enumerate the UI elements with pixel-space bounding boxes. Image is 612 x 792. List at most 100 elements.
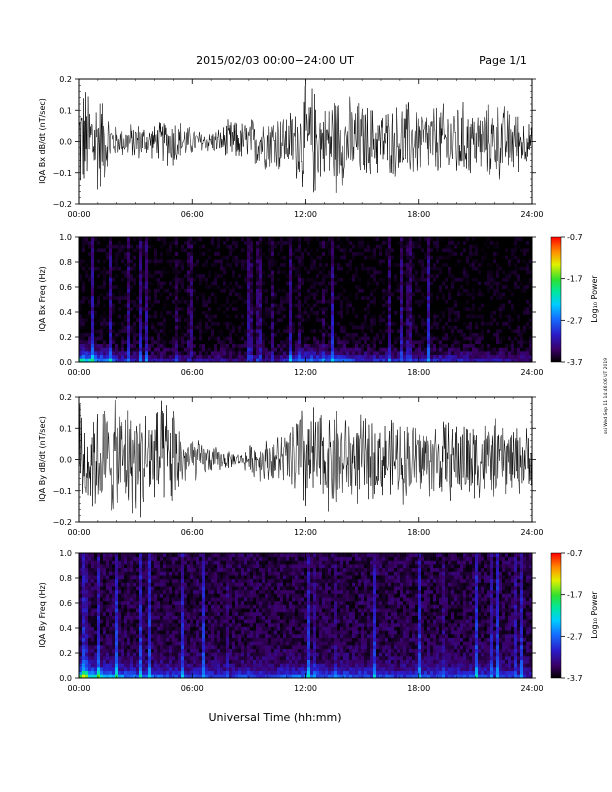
heatmap-cell	[373, 347, 377, 352]
heatmap-cell	[295, 266, 299, 271]
heatmap-cell	[484, 358, 488, 363]
heatmap-cell	[271, 292, 275, 297]
heatmap-cell	[490, 332, 494, 337]
heatmap-cell	[130, 237, 134, 242]
heatmap-cell	[229, 288, 233, 293]
heatmap-cell	[256, 350, 260, 356]
heatmap-cell	[430, 332, 434, 337]
heatmap-cell	[502, 251, 506, 256]
heatmap-cell	[466, 358, 470, 363]
heatmap-cell	[211, 343, 215, 348]
heatmap-cell	[121, 259, 125, 264]
heatmap-cell	[157, 314, 161, 319]
heatmap-cell	[163, 288, 167, 293]
heatmap-cell	[307, 343, 311, 348]
heatmap-cell	[343, 299, 347, 304]
heatmap-cell	[304, 292, 308, 297]
heatmap-cell	[310, 332, 314, 337]
heatmap-cell	[79, 288, 83, 293]
heatmap-cell	[121, 339, 125, 345]
heatmap-cell	[475, 332, 479, 337]
heatmap-cell	[340, 343, 344, 348]
heatmap-cell	[340, 237, 344, 242]
heatmap-cell	[241, 292, 245, 297]
heatmap-cell	[205, 321, 209, 326]
heatmap-cell	[307, 248, 311, 253]
heatmap-cell	[250, 339, 254, 345]
heatmap-cell	[451, 343, 455, 348]
heatmap-cell	[484, 314, 488, 319]
heatmap-cell	[304, 325, 308, 330]
heatmap-cell	[334, 240, 338, 245]
heatmap-cell	[124, 237, 128, 242]
heatmap-cell	[466, 343, 470, 348]
heatmap-cell	[373, 303, 377, 308]
heatmap-cell	[391, 347, 395, 352]
heatmap-cell	[139, 244, 143, 249]
heatmap-cell	[208, 332, 212, 337]
heatmap-cell	[484, 332, 488, 337]
heatmap-cell	[319, 277, 323, 282]
heatmap-cell	[445, 262, 449, 267]
heatmap-cell	[337, 336, 341, 341]
heatmap-cell	[397, 262, 401, 267]
heatmap-cell	[304, 354, 308, 359]
heatmap-cell	[430, 292, 434, 297]
heatmap-cell	[94, 259, 98, 264]
heatmap-cell	[187, 255, 191, 260]
heatmap-cell	[490, 299, 494, 304]
heatmap-cell	[118, 332, 122, 337]
heatmap-cell	[166, 306, 170, 311]
heatmap-cell	[382, 321, 386, 326]
heatmap-cell	[334, 244, 338, 249]
heatmap-cell	[427, 336, 431, 341]
heatmap-cell	[139, 248, 143, 253]
heatmap-cell	[355, 288, 359, 293]
heatmap-cell	[319, 321, 323, 326]
heatmap-cell	[472, 273, 476, 278]
heatmap-cell	[403, 281, 407, 286]
heatmap-cell	[262, 354, 266, 359]
heatmap-cell	[406, 336, 410, 341]
heatmap-cell	[121, 292, 125, 297]
heatmap-cell	[211, 251, 215, 256]
heatmap-cell	[463, 273, 467, 278]
heatmap-cell	[205, 251, 209, 256]
heatmap-cell	[487, 266, 491, 271]
heatmap-cell	[286, 244, 290, 249]
heatmap-cell	[169, 277, 173, 282]
heatmap-cell	[115, 321, 119, 326]
heatmap-cell	[409, 295, 413, 300]
heatmap-cell	[271, 295, 275, 300]
heatmap-cell	[412, 299, 416, 304]
heatmap-cell	[490, 244, 494, 249]
heatmap-cell	[484, 317, 488, 322]
heatmap-cell	[349, 310, 353, 315]
heatmap-cell	[205, 281, 209, 286]
heatmap-cell	[346, 288, 350, 293]
heatmap-cell	[292, 299, 296, 304]
heatmap-cell	[223, 237, 227, 242]
heatmap-cell	[364, 328, 368, 333]
heatmap-cell	[283, 343, 287, 348]
heatmap-cell	[211, 259, 215, 264]
heatmap-cell	[205, 266, 209, 271]
heatmap-cell	[454, 299, 458, 304]
heatmap-cell	[502, 314, 506, 319]
heatmap-cell	[193, 339, 197, 345]
heatmap-cell	[310, 358, 314, 363]
heatmap-cell	[100, 321, 104, 326]
heatmap-cell	[385, 295, 389, 300]
heatmap-cell	[367, 339, 371, 345]
heatmap-cell	[379, 339, 383, 345]
heatmap-cell	[142, 343, 146, 348]
heatmap-cell	[217, 299, 221, 304]
heatmap-cell	[292, 270, 296, 275]
heatmap-cell	[121, 262, 125, 267]
heatmap-cell	[97, 277, 101, 282]
heatmap-cell	[349, 292, 353, 297]
heatmap-cell	[130, 240, 134, 245]
heatmap-cell	[175, 284, 179, 289]
heatmap-cell	[103, 273, 107, 278]
heatmap-cell	[130, 262, 134, 267]
